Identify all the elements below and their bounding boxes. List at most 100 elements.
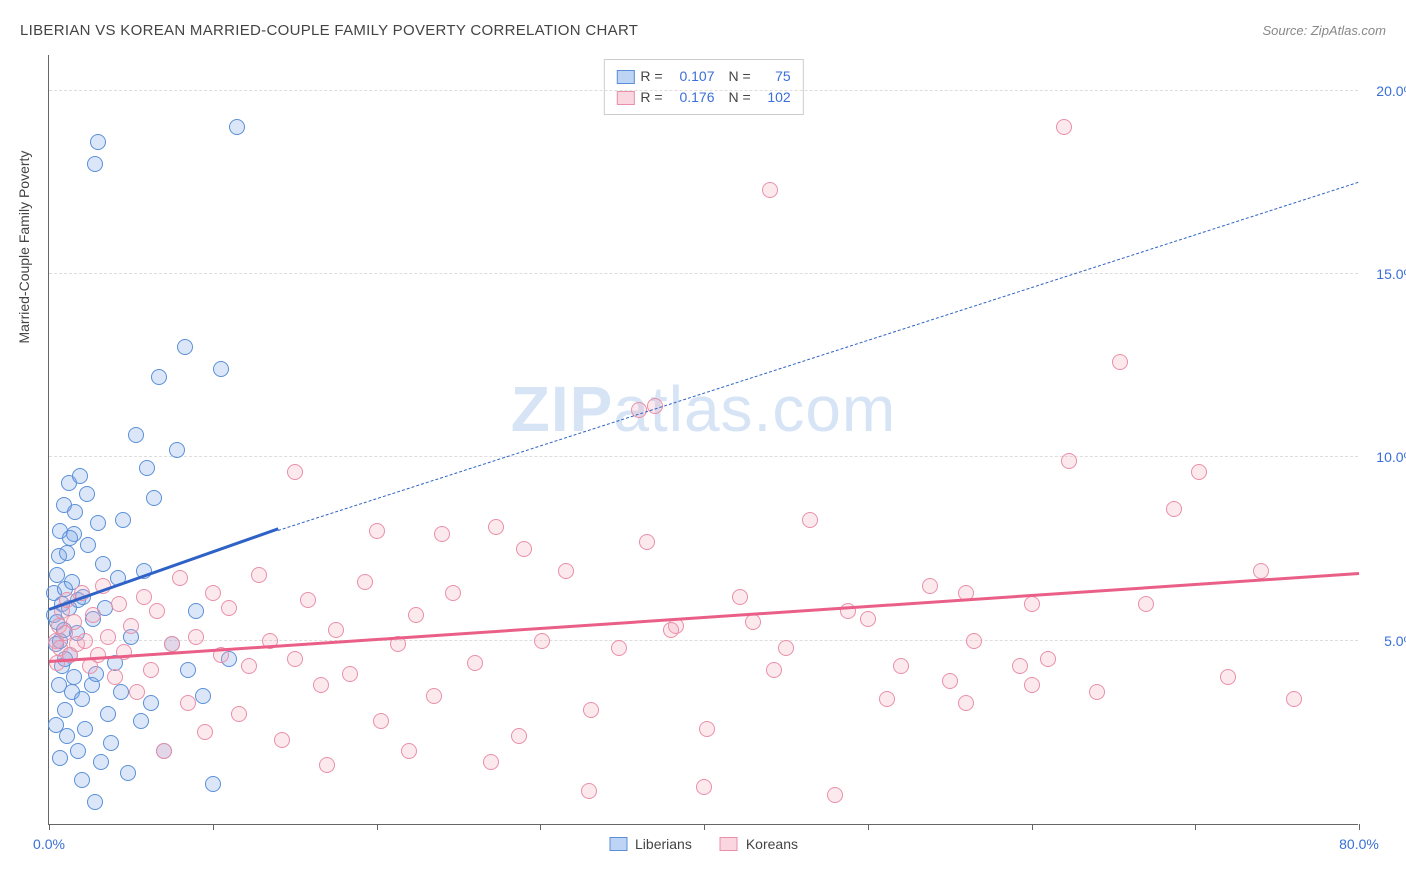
gridline-h [49, 640, 1358, 641]
scatter-point [197, 724, 213, 740]
series-legend-item: Liberians [609, 836, 692, 852]
scatter-point [942, 673, 958, 689]
y-tick-label: 20.0% [1364, 83, 1406, 99]
scatter-point [1012, 658, 1028, 674]
scatter-point [74, 772, 90, 788]
scatter-point [70, 743, 86, 759]
scatter-point [133, 713, 149, 729]
scatter-point [77, 721, 93, 737]
scatter-point [1286, 691, 1302, 707]
watermark: ZIPatlas.com [511, 372, 896, 446]
scatter-point [313, 677, 329, 693]
scatter-point [221, 600, 237, 616]
scatter-point [139, 460, 155, 476]
scatter-point [128, 427, 144, 443]
scatter-point [426, 688, 442, 704]
scatter-point [300, 592, 316, 608]
series-legend-label: Koreans [746, 836, 798, 852]
scatter-point [180, 662, 196, 678]
gridline-h [49, 456, 1358, 457]
scatter-point [342, 666, 358, 682]
scatter-point [87, 794, 103, 810]
scatter-point [111, 596, 127, 612]
scatter-point [534, 633, 550, 649]
scatter-point [57, 702, 73, 718]
legend-swatch [720, 837, 738, 851]
chart-header: LIBERIAN VS KOREAN MARRIED-COUPLE FAMILY… [20, 22, 1386, 39]
scatter-point [213, 361, 229, 377]
scatter-point [762, 182, 778, 198]
scatter-point [1191, 464, 1207, 480]
scatter-point [180, 695, 196, 711]
legend-swatch [616, 70, 634, 84]
scatter-point [1056, 119, 1072, 135]
scatter-point [558, 563, 574, 579]
scatter-point [766, 662, 782, 678]
scatter-point [369, 523, 385, 539]
scatter-point [74, 691, 90, 707]
scatter-point [146, 490, 162, 506]
scatter-point [90, 134, 106, 150]
scatter-point [879, 691, 895, 707]
scatter-point [143, 662, 159, 678]
scatter-point [958, 695, 974, 711]
watermark-part3: .com [754, 373, 897, 445]
scatter-point [156, 743, 172, 759]
x-tick [540, 824, 541, 830]
scatter-point [115, 512, 131, 528]
scatter-point [136, 589, 152, 605]
scatter-point [745, 614, 761, 630]
scatter-point [922, 578, 938, 594]
scatter-point [445, 585, 461, 601]
scatter-point [483, 754, 499, 770]
x-tick [377, 824, 378, 830]
scatter-point [67, 504, 83, 520]
trend-line [49, 572, 1359, 663]
scatter-point [48, 717, 64, 733]
x-tick [213, 824, 214, 830]
scatter-point [188, 629, 204, 645]
scatter-point [66, 669, 82, 685]
scatter-point [100, 629, 116, 645]
watermark-part1: ZIP [511, 373, 614, 445]
scatter-point [319, 757, 335, 773]
stats-n-label: N = [729, 66, 751, 87]
scatter-point [732, 589, 748, 605]
scatter-point [639, 534, 655, 550]
x-tick [868, 824, 869, 830]
scatter-point [1220, 669, 1236, 685]
scatter-point [583, 702, 599, 718]
x-tick [1032, 824, 1033, 830]
scatter-point [860, 611, 876, 627]
scatter-chart: ZIPatlas.com R =0.107N =75R =0.176N =102… [48, 55, 1358, 825]
scatter-point [149, 603, 165, 619]
scatter-point [287, 464, 303, 480]
scatter-point [113, 684, 129, 700]
scatter-point [188, 603, 204, 619]
y-tick-label: 10.0% [1364, 449, 1406, 465]
scatter-point [1024, 596, 1040, 612]
x-tick [1195, 824, 1196, 830]
chart-title: LIBERIAN VS KOREAN MARRIED-COUPLE FAMILY… [20, 22, 638, 39]
scatter-point [1061, 453, 1077, 469]
scatter-point [274, 732, 290, 748]
series-legend: Liberians Koreans [609, 836, 798, 852]
scatter-point [1253, 563, 1269, 579]
stats-legend: R =0.107N =75R =0.176N =102 [603, 59, 803, 115]
scatter-point [581, 783, 597, 799]
scatter-point [488, 519, 504, 535]
x-tick [1359, 824, 1360, 830]
scatter-point [827, 787, 843, 803]
scatter-point [1138, 596, 1154, 612]
legend-swatch [616, 91, 634, 105]
source-value: ZipAtlas.com [1311, 23, 1386, 38]
scatter-point [169, 442, 185, 458]
scatter-point [241, 658, 257, 674]
scatter-point [663, 622, 679, 638]
scatter-point [143, 695, 159, 711]
stats-n-value: 75 [757, 66, 791, 87]
scatter-point [467, 655, 483, 671]
scatter-point [357, 574, 373, 590]
scatter-point [164, 636, 180, 652]
scatter-point [95, 556, 111, 572]
